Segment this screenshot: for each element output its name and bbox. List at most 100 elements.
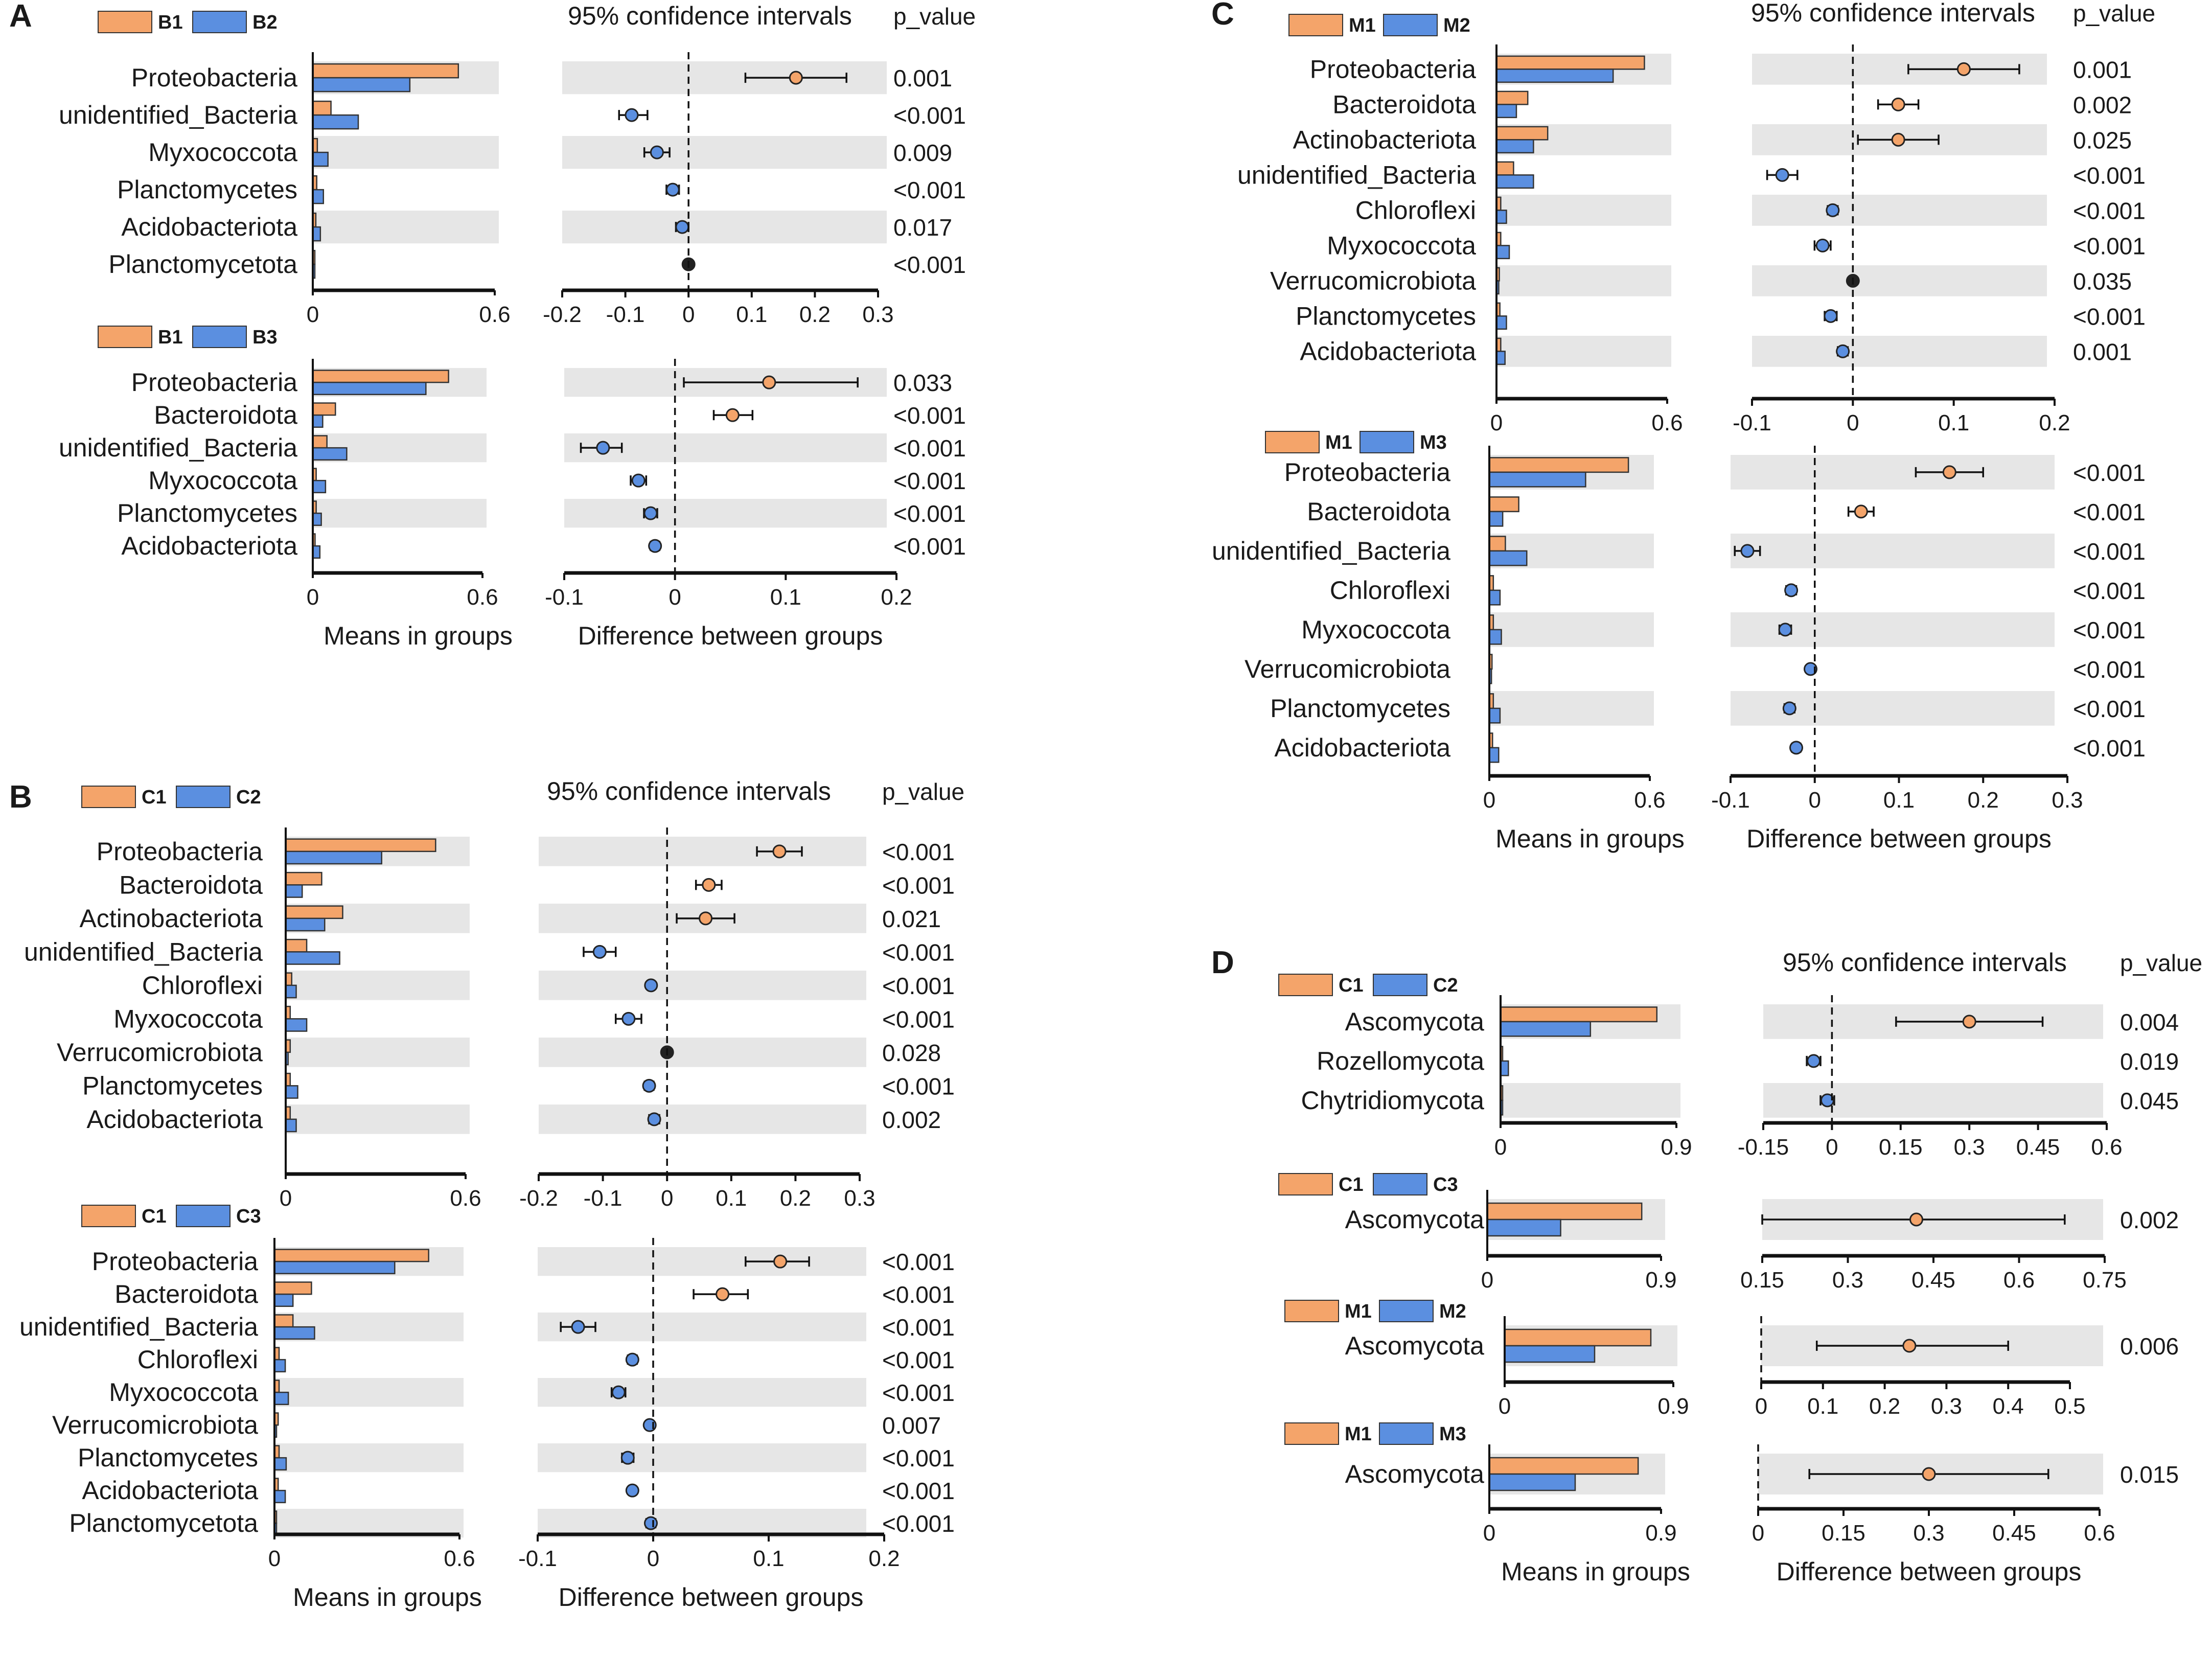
category-label: Myxococcota bbox=[113, 1004, 263, 1033]
category-label: Proteobacteria bbox=[131, 63, 297, 92]
difference-point bbox=[1942, 465, 1956, 479]
difference-point bbox=[643, 506, 658, 520]
difference-point bbox=[643, 1516, 658, 1530]
p-value: <0.001 bbox=[882, 1073, 955, 1099]
p-value: <0.001 bbox=[893, 468, 966, 494]
category-label: Verrucomicrobiota bbox=[1245, 655, 1450, 683]
p-value: <0.001 bbox=[882, 872, 955, 899]
difference-point bbox=[625, 1352, 639, 1367]
legend-label: M3 bbox=[1420, 432, 1447, 453]
legend-swatch-c1 bbox=[81, 1205, 136, 1227]
legend-swatch-m3 bbox=[1379, 1422, 1434, 1445]
bar-m3 bbox=[1488, 707, 1501, 724]
difference-tick-label: 0.6 bbox=[2003, 1268, 2035, 1293]
difference-tick-label: 0.3 bbox=[2052, 788, 2083, 813]
difference-tick-label: 0.3 bbox=[862, 302, 893, 327]
means-tick-label: 0.9 bbox=[1661, 1135, 1692, 1160]
p-value: <0.001 bbox=[882, 1478, 955, 1504]
p-value: <0.001 bbox=[893, 102, 966, 129]
row-band bbox=[1496, 336, 1671, 367]
bar-c3 bbox=[273, 1457, 287, 1471]
difference-tick-label: 0.1 bbox=[1883, 788, 1915, 813]
bar-m2 bbox=[1495, 351, 1506, 365]
category-label: Acidobacteriota bbox=[86, 1105, 263, 1134]
bar-m1 bbox=[1495, 90, 1529, 105]
legend-label: M1 bbox=[1325, 432, 1352, 453]
difference-tick-label: -0.1 bbox=[1711, 788, 1750, 813]
bar-m2 bbox=[1495, 68, 1614, 83]
legend-label: B3 bbox=[252, 327, 278, 348]
p-value: 0.015 bbox=[2120, 1461, 2179, 1488]
difference-tick-label: 0 bbox=[1755, 1394, 1767, 1419]
category-label: Proteobacteria bbox=[131, 368, 297, 397]
category-label: Myxococcota bbox=[1301, 615, 1450, 644]
category-label: Actinobacteriota bbox=[1293, 125, 1476, 154]
difference-tick-label: -0.1 bbox=[1733, 410, 1771, 435]
row-band bbox=[562, 136, 887, 169]
category-label: Chloroflexi bbox=[142, 971, 263, 1000]
p-value: 0.002 bbox=[2120, 1207, 2179, 1233]
category-label: Acidobacteriota bbox=[1274, 733, 1450, 762]
p-value-header: p_value bbox=[2120, 950, 2202, 976]
legend-label: C2 bbox=[1433, 975, 1458, 996]
bar-c3 bbox=[273, 1391, 289, 1406]
bar-b3 bbox=[312, 479, 327, 494]
subchart-x-c1-c3: C1 C3 Proteobacteria <0.001 Bacteroidota <0.0… bbox=[19, 1205, 955, 1612]
legend-label: M2 bbox=[1443, 15, 1470, 36]
difference-axis-title: Difference between groups bbox=[1746, 824, 2052, 853]
difference-tick-label: 0 bbox=[1809, 788, 1821, 813]
legend-swatch-b1 bbox=[98, 326, 152, 348]
category-label: unidentified_Bacteria bbox=[59, 101, 297, 129]
category-label: Ascomycota bbox=[1345, 1331, 1485, 1360]
category-label: Planctomycetes bbox=[117, 499, 297, 527]
difference-point bbox=[650, 145, 664, 159]
legend-label: C1 bbox=[142, 1206, 167, 1227]
difference-tick-label: 0.3 bbox=[1931, 1394, 1962, 1419]
difference-tick-label: 0.6 bbox=[2084, 1521, 2115, 1546]
row-band bbox=[1496, 265, 1671, 296]
difference-tick-label: 0 bbox=[682, 302, 695, 327]
difference-axis-title: Difference between groups bbox=[578, 622, 883, 650]
bar-b3 bbox=[312, 414, 324, 428]
legend-swatch-b1 bbox=[98, 11, 152, 33]
category-label: Proteobacteria bbox=[92, 1247, 258, 1276]
p-value: <0.001 bbox=[882, 1249, 955, 1275]
difference-point bbox=[1891, 97, 1905, 111]
bar-c2 bbox=[285, 951, 340, 965]
difference-tick-label: 0.45 bbox=[2016, 1135, 2060, 1160]
ci-title: 95% confidence intervals bbox=[1783, 948, 2067, 977]
legend-label: C3 bbox=[236, 1206, 261, 1227]
bar-b1 bbox=[312, 435, 328, 449]
bar-b1 bbox=[312, 100, 332, 116]
bar-b1 bbox=[312, 402, 336, 416]
difference-tick-label: 0.2 bbox=[1968, 788, 1999, 813]
row-band bbox=[1489, 612, 1654, 647]
p-value: <0.001 bbox=[2073, 656, 2146, 683]
p-value: <0.001 bbox=[882, 1510, 955, 1537]
difference-tick-label: 0.2 bbox=[2039, 410, 2070, 435]
means-tick-label: 0 bbox=[268, 1546, 281, 1571]
difference-tick-label: 0.1 bbox=[1938, 410, 1969, 435]
category-label: Ascomycota bbox=[1345, 1460, 1485, 1488]
ci-title: 95% confidence intervals bbox=[1751, 0, 2035, 27]
difference-point bbox=[1815, 238, 1830, 252]
difference-point bbox=[642, 1078, 656, 1093]
p-value: <0.001 bbox=[2073, 578, 2146, 604]
difference-point bbox=[625, 108, 639, 122]
category-label: Ascomycota bbox=[1345, 1205, 1485, 1234]
bar-m3 bbox=[1488, 589, 1501, 606]
difference-point bbox=[1740, 544, 1755, 558]
difference-tick-label: 0.45 bbox=[1911, 1268, 1955, 1293]
category-label: Chytridiomycota bbox=[1301, 1086, 1485, 1115]
difference-point bbox=[596, 441, 610, 455]
bar-b2 bbox=[312, 226, 321, 242]
legend-label: C1 bbox=[1339, 1174, 1364, 1195]
p-value-header: p_value bbox=[2073, 0, 2155, 27]
category-label: Chloroflexi bbox=[137, 1345, 258, 1374]
row-band bbox=[538, 1378, 866, 1407]
bar-m2 bbox=[1495, 104, 1517, 119]
means-tick-label: 0 bbox=[1481, 1268, 1493, 1293]
difference-point bbox=[675, 220, 689, 234]
legend-label: C1 bbox=[1339, 975, 1364, 996]
p-value: 0.006 bbox=[2120, 1333, 2179, 1360]
